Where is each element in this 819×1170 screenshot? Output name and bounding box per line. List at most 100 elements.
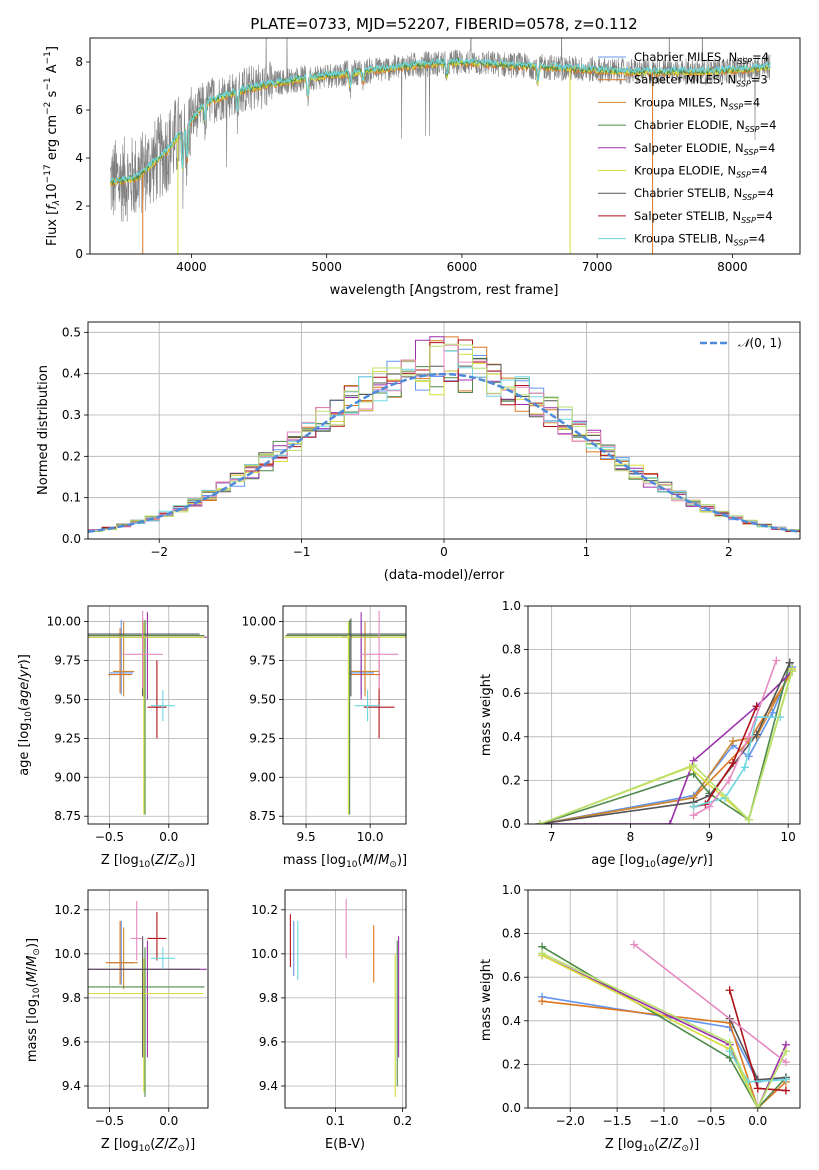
residuals-plot-area: −2 −1 0 1 2 0.0 0.1 0.2 0.3 0.4 0.5 <box>62 321 801 559</box>
x-tick-label: 8000 <box>717 260 748 274</box>
y-tick-label: 0.8 <box>502 643 521 657</box>
residuals-ylabel: Normed distribution <box>36 365 51 495</box>
plot-content <box>284 610 406 815</box>
mass-vs-ebv-plot-area: 0.1 0.2 9.4 9.6 9.8 10.0 10.2 <box>251 889 412 1128</box>
x-tick-label: −0.5 <box>95 830 124 844</box>
x-tick-label: 0.0 <box>159 830 178 844</box>
errorbar-point-kroupa_stelib <box>354 690 381 722</box>
weight-vs-age-panel: 7 8 9 10 0.0 0.2 0.4 0.6 0.8 1.0 age [log10(age/y… <box>479 599 801 870</box>
axes-frame <box>87 321 801 540</box>
mass-weight-marker <box>705 802 714 811</box>
spectrum-legend: Chabrier MILES, NSSP=4 Salpeter MILES, NS… <box>598 50 776 248</box>
plot-content <box>109 38 771 254</box>
y-tick-label: 0.4 <box>502 730 521 744</box>
mass-weight-marker <box>728 737 737 746</box>
spectrum-plot-area: 4000 5000 6000 7000 8000 0 2 4 6 8 <box>75 37 801 274</box>
plot-content <box>538 940 790 1108</box>
spectrum-xlabel: wavelength [Angstrom, rest frame] <box>330 283 559 298</box>
mass-weight-marker <box>781 1058 790 1067</box>
x-tick-label: 0.0 <box>159 1114 178 1128</box>
x-tick-label: 5000 <box>311 260 342 274</box>
normal-distribution-curve <box>88 372 800 534</box>
mass-weight-marker <box>781 1086 790 1095</box>
mass-weight-marker <box>725 1047 734 1056</box>
mass-weight-marker <box>538 949 547 958</box>
errorbar-point-chabrier_stelib <box>88 936 200 1058</box>
mass-vs-z-plot-area: −0.5 0.0 9.4 9.6 9.8 10.0 10.2 <box>54 889 209 1128</box>
errorbar-point-kroupa_miles <box>109 927 138 990</box>
mass-weight-marker <box>535 820 544 824</box>
y-tick-label: 0.6 <box>502 686 521 700</box>
x-tick-label: 0.0 <box>748 1114 767 1128</box>
mass-weight-marker <box>629 940 638 949</box>
mass-weight-marker <box>744 732 753 741</box>
axes-frame <box>282 605 407 825</box>
errorbar-point-chabrier_elodie <box>88 620 205 815</box>
errorbar-point-chabrier_miles <box>109 620 134 695</box>
y-tick-label: 9.6 <box>62 1035 81 1049</box>
y-tick-label: 9.4 <box>259 1079 278 1093</box>
mass-weight-marker <box>538 997 547 1006</box>
y-tick-label: 0.0 <box>502 1101 521 1115</box>
y-tick-label: 9.50 <box>249 692 276 706</box>
x-tick-label: 6000 <box>447 260 478 274</box>
mass-vs-z-xlabel: Z [log10(Z/Z⊙)] <box>101 1137 195 1154</box>
y-tick-label: 0 <box>75 247 83 261</box>
errorbar-point-salpeter_stelib <box>147 912 167 961</box>
y-tick-label: 0.0 <box>62 532 81 546</box>
y-tick-label: 0.6 <box>502 970 521 984</box>
mass-weight-line-salpeter_miles <box>542 1000 787 1108</box>
errorbar-point-pink <box>359 610 399 689</box>
spectrum-title: PLATE=0733, MJD=52207, FIBERID=0578, z=0… <box>250 15 637 33</box>
x-tick-label: −0.5 <box>95 1114 124 1128</box>
errorbar-point-kroupa_stelib <box>150 690 175 722</box>
mass-weight-marker <box>788 667 797 676</box>
errorbar-point-kroupa_stelib <box>150 947 175 970</box>
mass-vs-z-ylabel: mass [log10(M/M⊙)] <box>25 938 42 1062</box>
mass-weight-marker <box>689 811 698 820</box>
y-tick-label: 4 <box>75 151 83 165</box>
legend-normal-label: 𝒩(0, 1) <box>738 336 782 350</box>
y-tick-label: 1.0 <box>502 599 521 613</box>
y-tick-label: 0.2 <box>62 449 81 463</box>
axes-frame <box>527 605 801 825</box>
mass-weight-line-pink <box>633 943 787 1063</box>
y-tick-label: 0.3 <box>62 408 81 422</box>
weight-vs-age-ylabel: mass weight <box>479 674 494 756</box>
errorbar-point-salpeter_miles <box>108 627 132 694</box>
residuals-panel: −2 −1 0 1 2 0.0 0.1 0.2 0.3 0.4 0.5 (data-model)/e… <box>36 321 801 583</box>
plot-content <box>88 610 207 815</box>
mass-vs-ebv-panel: 0.1 0.2 9.4 9.6 9.8 10.0 10.2 E(B-V) <box>251 889 412 1152</box>
x-tick-label: 4000 <box>176 260 207 274</box>
errorbar-point-pink <box>130 901 143 961</box>
weight-vs-age-plot-area: 7 8 9 10 0.0 0.2 0.4 0.6 0.8 1.0 <box>502 599 801 844</box>
age-vs-z-panel: −0.5 0.0 8.75 9.00 9.25 9.50 9.75 10.00 Z [log1… <box>17 605 209 870</box>
mass-weight-marker <box>728 758 737 767</box>
y-tick-label: 0.2 <box>502 773 521 787</box>
residuals-legend: 𝒩(0, 1) <box>700 336 782 350</box>
x-tick-label: 2 <box>725 545 733 559</box>
residuals-xlabel: (data-model)/error <box>384 568 505 583</box>
x-tick-label: −2.0 <box>556 1114 585 1128</box>
weight-vs-z-xlabel: Z [log10(Z/Z⊙)] <box>605 1137 699 1154</box>
age-vs-mass-panel: 9.5 10.0 8.75 9.00 9.25 9.50 9.75 10.00 mass [l… <box>242 605 407 870</box>
x-tick-label: 10.0 <box>357 830 384 844</box>
mass-weight-marker <box>689 761 698 770</box>
errorbar-point-kroupa_elodie <box>88 958 204 1093</box>
mass-weight-marker <box>772 656 781 665</box>
x-tick-label: 1 <box>583 545 591 559</box>
x-tick-label: 0.2 <box>393 1114 412 1128</box>
y-tick-label: 10.2 <box>54 903 81 917</box>
axes-frame <box>89 37 801 255</box>
legend-label-chabrier_stelib: Chabrier STELIB, NSSP=4 <box>634 186 774 202</box>
y-tick-label: 9.8 <box>259 991 278 1005</box>
y-tick-label: 0.5 <box>62 325 81 339</box>
mass-weight-marker <box>689 802 698 811</box>
age-vs-mass-plot-area: 9.5 10.0 8.75 9.00 9.25 9.50 9.75 10.00 <box>242 605 407 844</box>
mass-weight-marker <box>744 815 753 824</box>
weight-vs-z-plot-area: −2.0 −1.5 −1.0 −0.5 0.0 0.0 0.2 0.4 0.6 0.8 1.0 <box>502 883 801 1128</box>
model-spectrum-kroupa_stelib <box>109 57 771 184</box>
mass-weight-marker <box>753 1084 762 1093</box>
axes-frame <box>87 889 209 1109</box>
